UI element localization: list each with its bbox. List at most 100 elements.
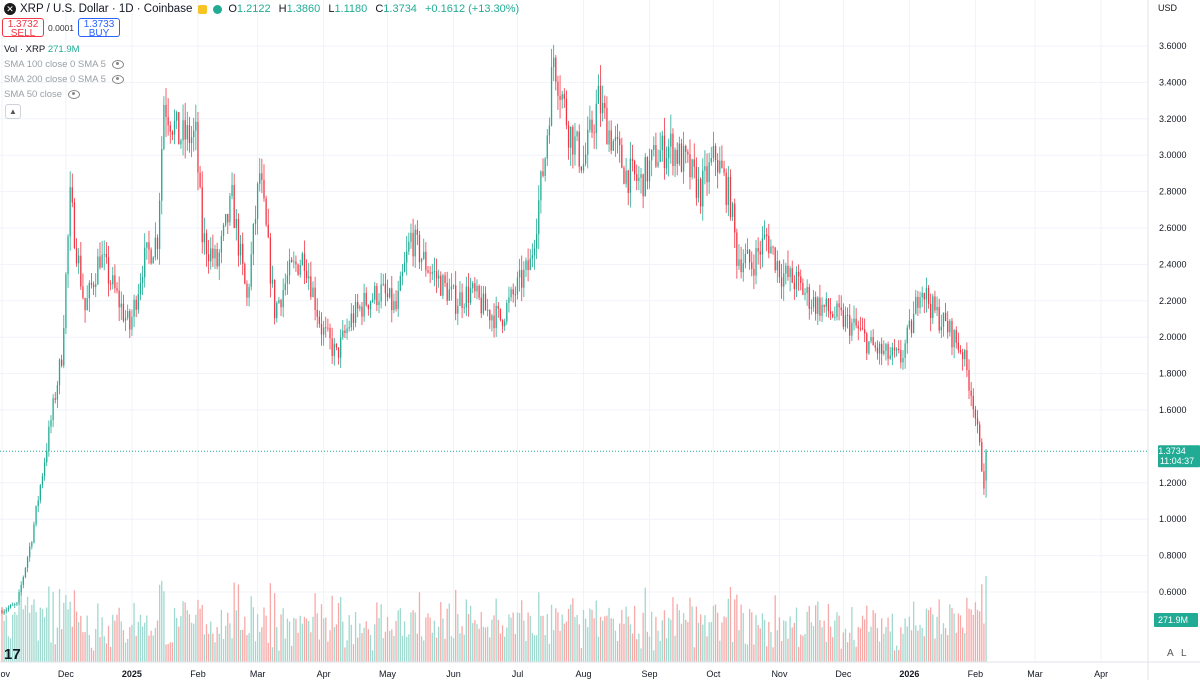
volume-bar	[895, 645, 898, 662]
symbol-title[interactable]: XRP / U.S. Dollar · 1D · Coinbase	[20, 3, 193, 15]
candle-body	[651, 149, 653, 161]
candle-body	[60, 359, 63, 366]
time-axis[interactable]: Nov Dec 2025 Feb Mar Apr May Jun Jul Aug Sep Oct Nov…	[0, 661, 1200, 679]
candle-body	[116, 288, 118, 291]
volume-bar	[827, 603, 830, 662]
volume-bar	[744, 643, 747, 662]
candle-body	[112, 275, 114, 285]
hidden-eye-icon[interactable]	[111, 75, 124, 84]
candle-body	[225, 214, 227, 225]
volume-bar	[947, 635, 949, 662]
volume-bar	[231, 638, 233, 662]
volume-bar	[267, 642, 269, 662]
y-tick-label: 0.6000	[1159, 587, 1187, 597]
candle-body	[925, 287, 928, 300]
candle-body	[120, 303, 122, 308]
log-scale-button[interactable]: L	[1181, 648, 1187, 659]
volume-bar	[870, 626, 872, 662]
volume-bar	[768, 621, 770, 662]
candle-body	[659, 150, 661, 162]
volume-bar	[923, 636, 925, 662]
volume-bar	[832, 637, 834, 662]
candle-body	[374, 285, 376, 300]
collapse-legend-chevron-up-icon[interactable]: ▲	[5, 104, 21, 119]
volume-bar	[63, 602, 65, 662]
candle-body	[80, 255, 82, 287]
volume-bar	[648, 636, 651, 662]
volume-legend[interactable]: Vol · XRP 271.9M	[4, 44, 80, 55]
candle-body	[576, 131, 578, 137]
candle-body	[152, 257, 154, 264]
price-axis[interactable]: 3.6000 3.4000 3.2000 3.0000 2.8000 2.6000 2.40…	[1147, 0, 1187, 680]
candle-body	[582, 163, 585, 171]
candle-body	[657, 161, 659, 167]
volume-bar	[955, 632, 957, 662]
auto-scale-button[interactable]: A	[1167, 648, 1174, 659]
candle-body	[139, 282, 142, 295]
candle-body	[401, 271, 404, 277]
candle-body	[783, 273, 785, 287]
candle-body	[43, 462, 46, 476]
sma50-legend[interactable]: SMA 50 close	[4, 89, 81, 100]
volume-bar	[340, 597, 342, 662]
candle-body	[450, 286, 453, 290]
candle-body	[870, 337, 872, 342]
candle-body	[898, 348, 900, 350]
candle-body	[729, 176, 732, 217]
candle-body	[438, 275, 440, 279]
candle-body	[199, 172, 201, 188]
sma200-legend[interactable]: SMA 200 close 0 SMA 5	[4, 74, 124, 85]
hidden-eye-icon[interactable]	[68, 90, 81, 99]
volume-bar	[461, 626, 463, 662]
candle-body	[65, 274, 67, 329]
volume-bar	[736, 594, 738, 662]
candle-body	[593, 132, 595, 134]
candle-body	[26, 557, 29, 568]
candle-body	[751, 262, 753, 269]
candle-body	[825, 298, 827, 307]
candle-body	[267, 224, 269, 238]
candle-body	[423, 251, 425, 259]
volume-bar	[501, 625, 504, 662]
volume-bar	[553, 630, 555, 662]
volume-bar	[389, 630, 391, 662]
volume-bar	[184, 602, 186, 662]
buy-button[interactable]: 1.3733 BUY	[78, 18, 120, 39]
volume-bar	[97, 603, 99, 662]
sma100-legend[interactable]: SMA 100 close 0 SMA 5	[4, 59, 124, 70]
volume-bar	[308, 620, 310, 662]
candle-body	[418, 234, 421, 263]
candle-body	[623, 167, 625, 184]
volume-bar	[158, 584, 161, 662]
volume-bar	[610, 618, 612, 662]
volume-bar	[674, 635, 676, 662]
hidden-eye-icon[interactable]	[111, 60, 124, 69]
candle-body	[476, 285, 478, 292]
candle-body	[201, 187, 203, 243]
candle-body	[927, 287, 930, 304]
currency-selector[interactable]: USD	[1158, 3, 1178, 13]
volume-bar	[327, 641, 329, 662]
candle-body	[141, 277, 144, 283]
volume-bar	[193, 623, 195, 662]
candle-body	[874, 345, 876, 348]
candle-body	[642, 174, 644, 197]
volume-bar	[88, 635, 90, 662]
volume-bar	[276, 627, 278, 662]
candle-body	[587, 129, 589, 155]
volume-bar	[391, 629, 393, 662]
sell-button[interactable]: 1.3732 SELL	[2, 18, 44, 39]
volume-bar	[378, 618, 380, 662]
candle-body	[527, 260, 529, 271]
volume-bar	[563, 623, 565, 662]
candle-body	[979, 424, 981, 443]
tradingview-logo-icon[interactable]: 17	[4, 646, 21, 663]
candle-body	[815, 297, 817, 314]
candle-body	[912, 313, 915, 334]
volume-bar	[957, 613, 960, 662]
candle-body	[687, 151, 689, 155]
volume-bar	[382, 638, 384, 662]
volume-bar	[489, 637, 491, 662]
volume-bar	[936, 616, 938, 662]
